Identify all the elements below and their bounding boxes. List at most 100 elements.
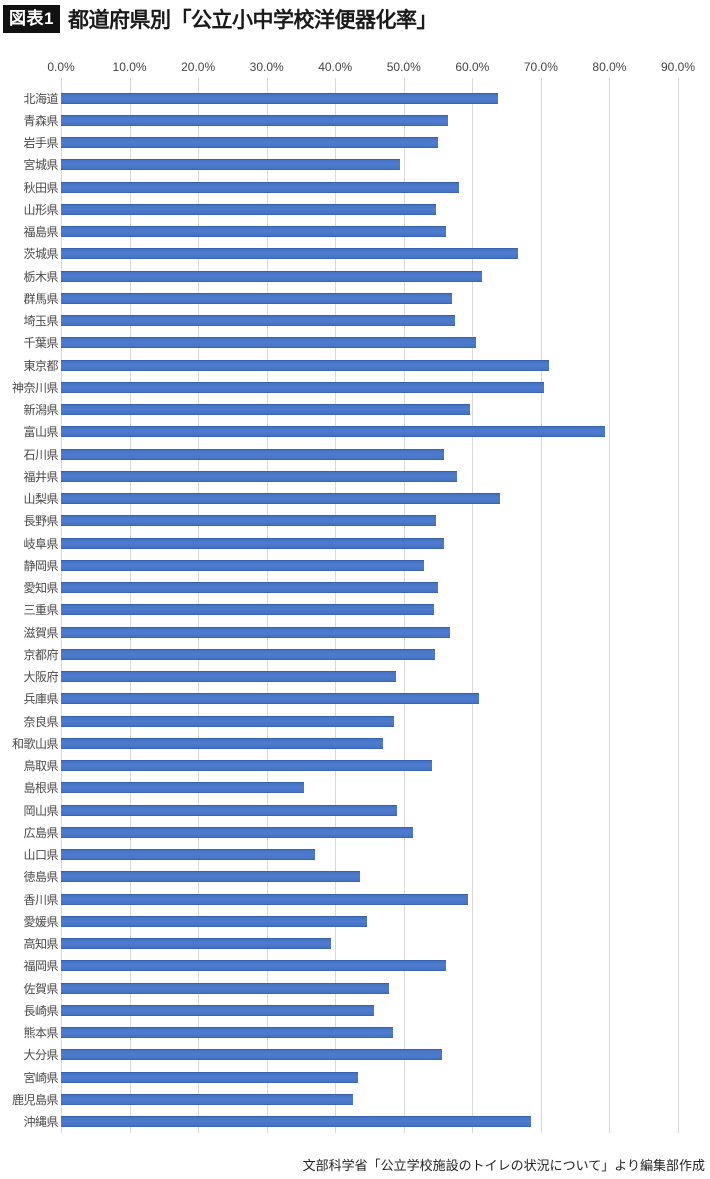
prefecture-label: 岐阜県	[23, 536, 58, 551]
bar-row	[61, 287, 679, 309]
figure-badge: 図表1	[3, 5, 60, 33]
bar-row	[61, 999, 679, 1021]
bar	[61, 960, 446, 972]
x-axis-tick-label: 20.0%	[181, 60, 216, 74]
prefecture-label: 兵庫県	[23, 692, 58, 707]
bar-row	[61, 421, 679, 443]
x-axis-tick-label: 40.0%	[318, 60, 353, 74]
bar	[61, 626, 451, 638]
prefecture-label: 沖縄県	[23, 1115, 58, 1130]
bar-row	[61, 310, 679, 332]
prefecture-label: 北海道	[23, 91, 58, 106]
x-axis-ticks: 0.0% 10.0% 20.0% 30.0% 40.0% 50.0% 60.0% 70.0% 8…	[0, 60, 710, 76]
prefecture-label: 愛媛県	[23, 914, 58, 929]
prefecture-label: 山梨県	[23, 492, 58, 507]
prefecture-label: 富山県	[23, 425, 58, 440]
prefecture-label: 千葉県	[23, 336, 58, 351]
bar	[61, 804, 397, 816]
prefecture-label: 静岡県	[23, 558, 58, 573]
bar-row	[61, 1044, 679, 1066]
bar-row	[61, 554, 679, 576]
bar	[61, 849, 315, 861]
prefecture-label: 鳥取県	[23, 759, 58, 774]
bar	[61, 693, 480, 705]
bar	[61, 893, 468, 905]
bar-row	[61, 933, 679, 955]
bar	[61, 315, 456, 327]
bar	[61, 470, 458, 482]
bar-row	[61, 443, 679, 465]
chart-title: 都道府県別「公立小中学校洋便器化率」	[67, 9, 438, 32]
bar-row	[61, 688, 679, 710]
prefecture-label: 愛知県	[23, 581, 58, 596]
prefecture-label: 長崎県	[23, 1003, 58, 1018]
gridline	[678, 78, 679, 1133]
prefecture-label: 神奈川県	[11, 380, 59, 395]
prefecture-label: 東京都	[23, 358, 58, 373]
bar-row	[61, 154, 679, 176]
bar	[61, 1116, 531, 1128]
prefecture-label: 三重県	[23, 603, 58, 618]
prefecture-label: 大阪府	[23, 670, 58, 685]
bar-row	[61, 710, 679, 732]
prefecture-label: 和歌山県	[11, 736, 59, 751]
bar	[61, 671, 397, 683]
gridline	[472, 78, 473, 1133]
prefecture-label: 栃木県	[23, 269, 58, 284]
bar-row	[61, 243, 679, 265]
bar	[61, 337, 477, 349]
bar-row	[61, 176, 679, 198]
category-labels: 北海道 青森県 岩手県 宮城県 秋田県 山形県 福島県 茨城県 栃木県 群馬県 埼玉県 千葉県 東京都神…	[0, 87, 59, 1133]
bar-row	[61, 621, 679, 643]
plot-area	[61, 78, 679, 1133]
bar	[61, 1093, 353, 1105]
x-axis-tick-label: 10.0%	[112, 60, 147, 74]
prefecture-label: 京都府	[23, 647, 58, 662]
prefecture-label: 佐賀県	[23, 981, 58, 996]
bars-container	[61, 87, 679, 1133]
bar-row	[61, 821, 679, 843]
bar	[61, 292, 452, 304]
bar-row	[61, 354, 679, 376]
bar-row	[61, 977, 679, 999]
bar-row	[61, 198, 679, 220]
prefecture-label: 青森県	[23, 113, 58, 128]
bar	[61, 648, 436, 660]
gridline	[541, 78, 542, 1133]
prefecture-label: 高知県	[23, 937, 58, 952]
bar	[61, 559, 425, 571]
bar-row	[61, 87, 679, 109]
prefecture-label: 秋田県	[23, 180, 58, 195]
bar-row	[61, 755, 679, 777]
bar	[61, 404, 471, 416]
bar-row	[61, 465, 679, 487]
bar	[61, 92, 498, 104]
bar	[61, 737, 383, 749]
bar-row	[61, 643, 679, 665]
prefecture-label: 福島県	[23, 225, 58, 240]
bar	[61, 426, 605, 438]
source-note: 文部科学省「公立学校施設のトイレの状況について」より編集部作成	[302, 1158, 705, 1173]
bar-row	[61, 109, 679, 131]
x-axis-tick-label: 90.0%	[660, 60, 696, 74]
bar	[61, 604, 434, 616]
bar-row	[61, 844, 679, 866]
bar-row	[61, 132, 679, 154]
bar	[61, 181, 459, 193]
bar-row	[61, 799, 679, 821]
bar-row	[61, 1088, 679, 1110]
bar	[61, 1071, 358, 1083]
prefecture-label: 香川県	[23, 892, 58, 907]
bar-row	[61, 666, 679, 688]
bar-row	[61, 332, 679, 354]
bar-row	[61, 1111, 679, 1133]
gridline	[609, 78, 610, 1133]
bar-row	[61, 1066, 679, 1088]
x-axis-tick-label: 70.0%	[523, 60, 558, 74]
prefecture-label: 奈良県	[23, 714, 58, 729]
prefecture-label: 徳島県	[23, 870, 58, 885]
bar-row	[61, 510, 679, 532]
bar-row	[61, 265, 679, 287]
prefecture-label: 福井県	[23, 469, 58, 484]
